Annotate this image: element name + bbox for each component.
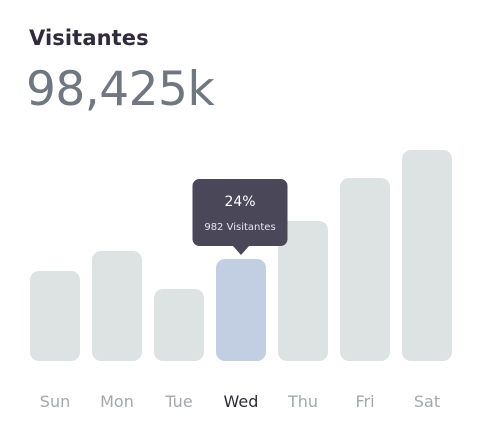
bar-sun[interactable] <box>30 271 80 361</box>
tooltip-percent: 24% <box>224 194 255 210</box>
tooltip-pointer <box>233 246 249 255</box>
bar-thu[interactable] <box>278 221 328 361</box>
bar-wed[interactable] <box>216 259 266 361</box>
bar-mon[interactable] <box>92 251 142 361</box>
x-tick-label-wed: Wed <box>224 392 259 411</box>
x-tick-label-fri: Fri <box>355 392 374 411</box>
bar-sat[interactable] <box>402 150 452 361</box>
visitors-total: 98,425k <box>26 62 215 117</box>
x-tick-label-mon: Mon <box>100 392 134 411</box>
tooltip-box <box>192 179 288 246</box>
x-tick-label-tue: Tue <box>164 392 192 411</box>
bar-tue[interactable] <box>154 289 204 361</box>
tooltip-detail: 982 Visitantes <box>204 222 275 233</box>
bar-fri[interactable] <box>340 178 390 361</box>
x-tick-label-sun: Sun <box>40 392 70 411</box>
card-title: Visitantes <box>29 26 149 50</box>
x-tick-label-thu: Thu <box>287 392 318 411</box>
x-tick-label-sat: Sat <box>414 392 440 411</box>
